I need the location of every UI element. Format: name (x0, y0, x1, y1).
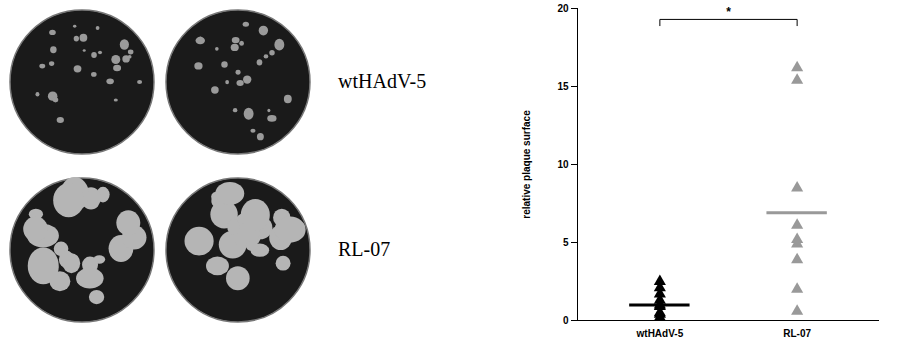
svg-text:RL-07: RL-07 (338, 238, 390, 260)
svg-text:*: * (726, 5, 731, 19)
svg-text:0: 0 (563, 315, 569, 326)
svg-text:15: 15 (557, 81, 569, 92)
svg-text:relative plaque surface: relative plaque surface (521, 110, 532, 219)
svg-text:20: 20 (557, 3, 569, 14)
svg-text:10: 10 (557, 159, 569, 170)
svg-text:5: 5 (563, 237, 569, 248)
svg-text:wtHAdV-5: wtHAdV-5 (338, 70, 426, 92)
svg-text:RL-07: RL-07 (783, 328, 811, 339)
svg-text:wtHAdV-5: wtHAdV-5 (636, 328, 684, 339)
